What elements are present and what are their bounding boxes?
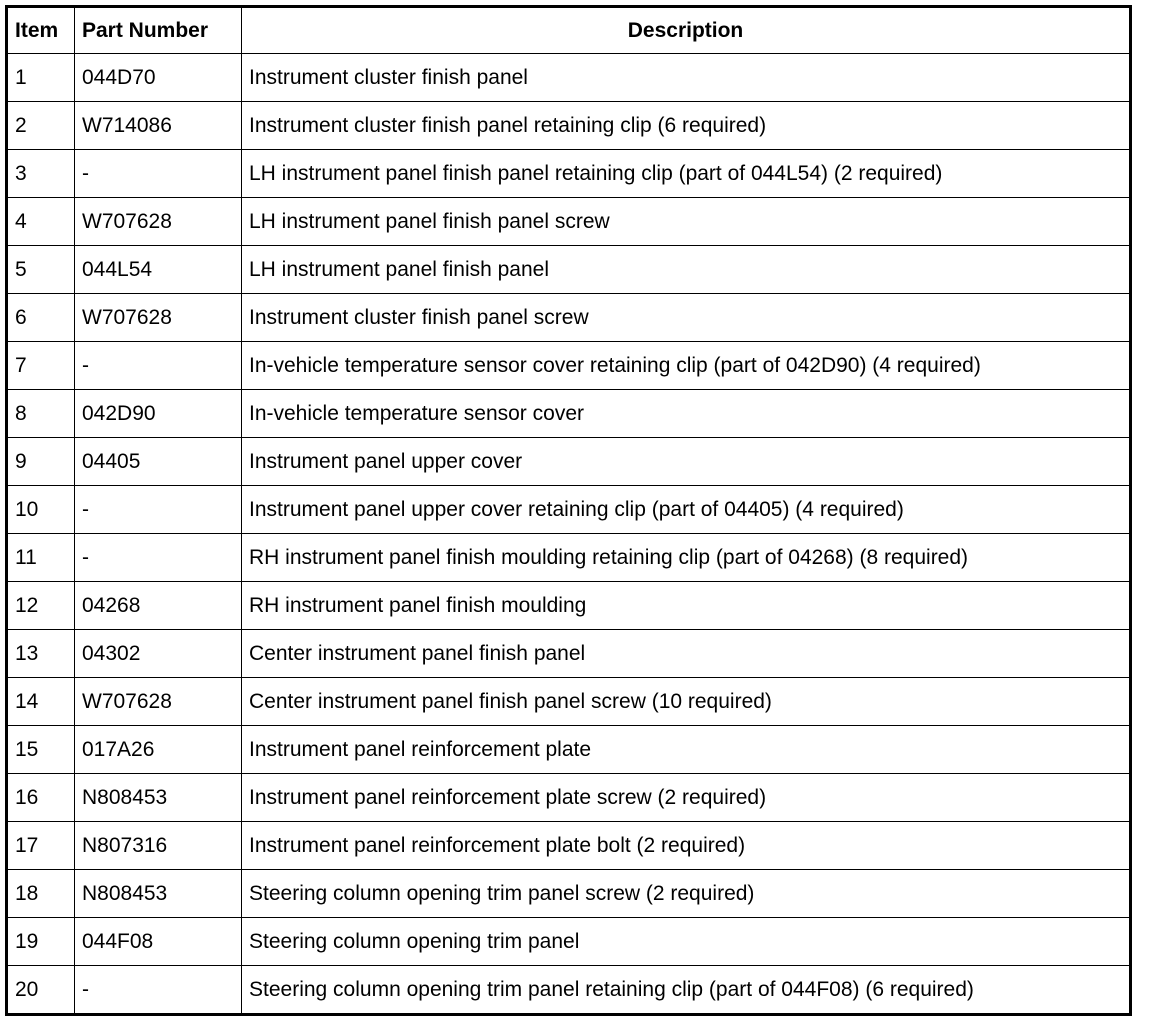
header-item: Item — [6, 6, 75, 54]
table-row: 5 044L54 LH instrument panel finish panel — [6, 245, 1131, 294]
cell-item: 12 — [6, 581, 75, 630]
table-row: 7- In-vehicle temperature sensor cover re… — [6, 341, 1131, 390]
cell-item: 14 — [6, 677, 75, 726]
cell-part-number: 044F08 — [74, 917, 242, 966]
cell-item: 20 — [6, 965, 75, 1015]
cell-part-number: 042D90 — [74, 389, 242, 438]
header-row: Item Part Number Description — [6, 6, 1131, 54]
cell-part-number: W707628 — [74, 293, 242, 342]
cell-description: RH instrument panel finish moulding reta… — [241, 533, 1131, 582]
cell-description: Steering column opening trim panel screw… — [241, 869, 1131, 918]
cell-part-number: 04405 — [74, 437, 242, 486]
cell-item: 8 — [6, 389, 75, 438]
cell-description: Instrument panel upper cover — [241, 437, 1131, 486]
cell-description: RH instrument panel finish moulding — [241, 581, 1131, 630]
cell-item: 2 — [6, 101, 75, 150]
table-row: 15 017A26 Instrument panel reinforcement p… — [6, 725, 1131, 774]
table-row: 1 044D70 Instrument cluster finish panel — [6, 53, 1131, 102]
cell-item: 15 — [6, 725, 75, 774]
cell-part-number: 04268 — [74, 581, 242, 630]
cell-item: 11 — [6, 533, 75, 582]
table-row: 4 W707628 LH instrument panel finish panel… — [6, 197, 1131, 246]
cell-item: 5 — [6, 245, 75, 294]
table-row: 20- Steering column opening trim panel re… — [6, 965, 1131, 1015]
table-row: 17 N807316 Instrument panel reinforcement … — [6, 821, 1131, 870]
cell-part-number: N807316 — [74, 821, 242, 870]
table-row: 12 04268 RH instrument panel finish mouldi… — [6, 581, 1131, 630]
cell-part-number: - — [74, 533, 242, 582]
cell-part-number: - — [74, 485, 242, 534]
cell-description: Center instrument panel finish panel scr… — [241, 677, 1131, 726]
cell-description: Steering column opening trim panel — [241, 917, 1131, 966]
cell-part-number: 044L54 — [74, 245, 242, 294]
cell-item: 4 — [6, 197, 75, 246]
cell-item: 10 — [6, 485, 75, 534]
table-row: 19 044F08 Steering column opening trim pan… — [6, 917, 1131, 966]
cell-part-number: 017A26 — [74, 725, 242, 774]
cell-item: 6 — [6, 293, 75, 342]
cell-item: 1 — [6, 53, 75, 102]
cell-description: Instrument panel reinforcement plate — [241, 725, 1131, 774]
cell-description: Instrument cluster finish panel retainin… — [241, 101, 1131, 150]
cell-part-number: W707628 — [74, 677, 242, 726]
cell-item: 9 — [6, 437, 75, 486]
cell-part-number: W714086 — [74, 101, 242, 150]
table-body: 1 044D70 Instrument cluster finish panel 2 W… — [6, 53, 1131, 1015]
table-row: 13 04302 Center instrument panel finish pa… — [6, 629, 1131, 678]
cell-part-number: - — [74, 965, 242, 1015]
cell-item: 7 — [6, 341, 75, 390]
table-row: 14 W707628 Center instrument panel finish … — [6, 677, 1131, 726]
cell-part-number: W707628 — [74, 197, 242, 246]
cell-item: 19 — [6, 917, 75, 966]
cell-part-number: N808453 — [74, 869, 242, 918]
cell-item: 16 — [6, 773, 75, 822]
header-description: Description — [241, 6, 1131, 54]
cell-description: LH instrument panel finish panel — [241, 245, 1131, 294]
table-row: 16 N808453 Instrument panel reinforcement … — [6, 773, 1131, 822]
cell-part-number: - — [74, 149, 242, 198]
cell-description: Instrument panel reinforcement plate bol… — [241, 821, 1131, 870]
cell-description: Center instrument panel finish panel — [241, 629, 1131, 678]
cell-description: Instrument cluster finish panel — [241, 53, 1131, 102]
cell-item: 17 — [6, 821, 75, 870]
cell-item: 3 — [6, 149, 75, 198]
cell-description: In-vehicle temperature sensor cover reta… — [241, 341, 1131, 390]
parts-table: Item Part Number Description 1 044D70 Inst… — [5, 5, 1132, 1016]
cell-description: Instrument cluster finish panel screw — [241, 293, 1131, 342]
cell-description: Instrument panel upper cover retaining c… — [241, 485, 1131, 534]
table-row: 8 042D90 In-vehicle temperature sensor cov… — [6, 389, 1131, 438]
cell-description: Steering column opening trim panel retai… — [241, 965, 1131, 1015]
cell-item: 13 — [6, 629, 75, 678]
cell-description: Instrument panel reinforcement plate scr… — [241, 773, 1131, 822]
cell-item: 18 — [6, 869, 75, 918]
cell-description: LH instrument panel finish panel retaini… — [241, 149, 1131, 198]
table-row: 10- Instrument panel upper cover retainin… — [6, 485, 1131, 534]
table-row: 3- LH instrument panel finish panel retai… — [6, 149, 1131, 198]
table-row: 2 W714086 Instrument cluster finish panel … — [6, 101, 1131, 150]
table-row: 9 04405 Instrument panel upper cover — [6, 437, 1131, 486]
cell-description: In-vehicle temperature sensor cover — [241, 389, 1131, 438]
cell-part-number: N808453 — [74, 773, 242, 822]
cell-part-number: - — [74, 341, 242, 390]
cell-part-number: 04302 — [74, 629, 242, 678]
table-row: 11- RH instrument panel finish moulding r… — [6, 533, 1131, 582]
table-row: 6 W707628 Instrument cluster finish panel … — [6, 293, 1131, 342]
header-part-number: Part Number — [74, 6, 242, 54]
cell-description: LH instrument panel finish panel screw — [241, 197, 1131, 246]
table-row: 18 N808453 Steering column opening trim pa… — [6, 869, 1131, 918]
cell-part-number: 044D70 — [74, 53, 242, 102]
